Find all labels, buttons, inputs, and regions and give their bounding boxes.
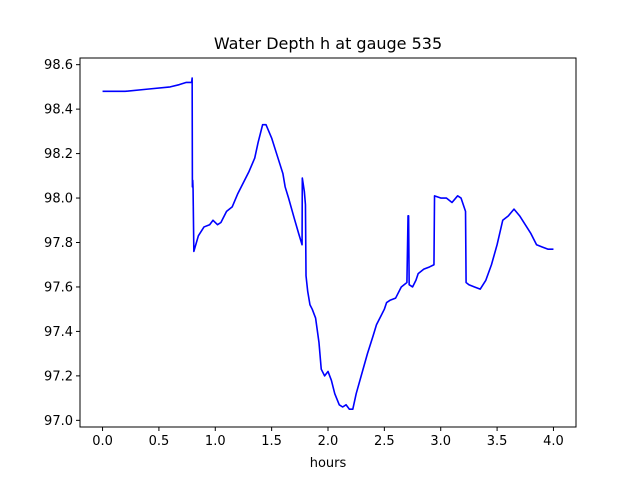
x-tick-label: 0.0 [92,434,113,449]
y-tick-label: 97.6 [44,280,73,295]
y-tick-label: 97.4 [44,325,73,340]
x-tick-label: 3.0 [430,434,451,449]
x-tick-label: 1.0 [205,434,226,449]
plot-area [102,77,554,411]
x-tick-label: 2.0 [318,434,339,449]
x-tick-label: 2.5 [374,434,395,449]
y-tick-label: 98.2 [44,147,73,162]
x-axis-label: hours [310,456,347,471]
plot-frame [79,57,577,428]
y-tick-label: 98.4 [44,103,73,118]
series-line-0 [102,77,554,411]
x-tick-label: 1.5 [261,434,282,449]
y-axis: 97.0 97.2 97.4 97.6 97.8 98.0 98.2 98.4 98.6 [44,58,80,429]
x-tick-label: 0.5 [149,434,170,449]
y-tick-label: 97.8 [44,236,73,251]
chart-title: Water Depth h at gauge 535 [214,34,442,53]
y-tick-label: 98.6 [44,58,73,73]
y-tick-label: 97.0 [44,414,73,429]
y-tick-label: 98.0 [44,192,73,207]
y-tick-label: 97.2 [44,369,73,384]
x-tick-label: 3.5 [487,434,508,449]
x-axis: 0.0 0.5 1.0 1.5 2.0 2.5 3.0 3.5 4.0 [92,427,564,449]
x-tick-label: 4.0 [543,434,564,449]
